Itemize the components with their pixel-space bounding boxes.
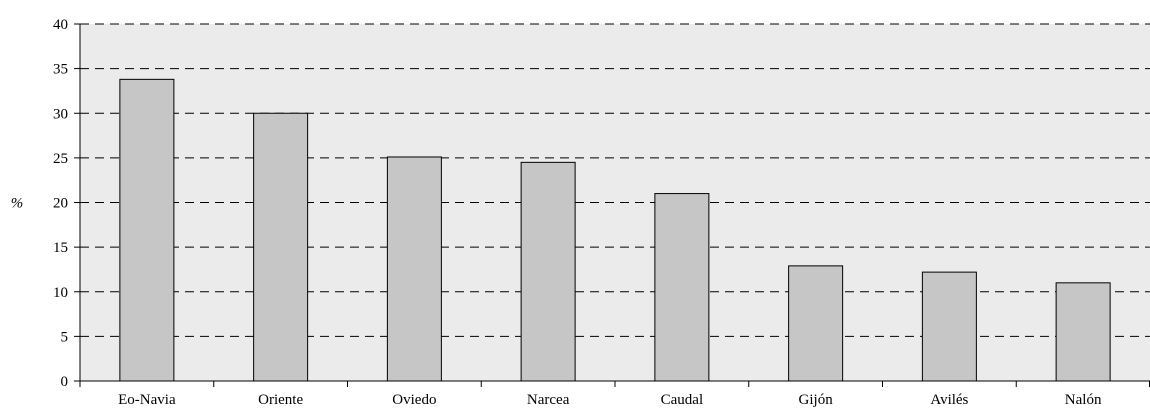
y-tick-label: 25 [53,151,68,167]
x-category-label: Oviedo [392,392,436,408]
x-category-label: Avilés [930,392,968,408]
y-tick-label: 40 [53,17,68,33]
x-category-label: Eo-Navia [118,392,176,408]
y-tick-label: 35 [53,62,68,78]
bar [654,193,710,382]
plot-area-background [80,24,1150,381]
x-category-label: Caudal [661,392,704,408]
y-tick-label: 5 [61,329,69,345]
x-category-label: Gijón [799,392,834,408]
x-category-label: Narcea [527,392,570,408]
bar [788,265,844,382]
y-tick-label: 0 [61,374,69,390]
bar [1055,282,1111,382]
x-category-label: Nalón [1065,392,1102,408]
y-tick-label: 15 [53,240,68,256]
bar [921,271,977,382]
y-tick-label: 10 [53,285,68,301]
bar [119,78,175,382]
bar [386,156,442,382]
bar [520,161,576,382]
y-tick-label: 30 [53,106,68,122]
y-tick-label: 20 [53,196,68,212]
x-category-label: Oriente [258,392,303,408]
y-axis-label: % [11,196,24,212]
bar [253,112,309,382]
